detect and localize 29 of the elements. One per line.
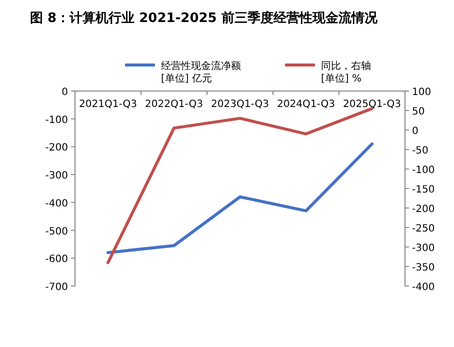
y-tick-label: -500 bbox=[45, 226, 68, 238]
line-series bbox=[106, 107, 374, 264]
y2-tick-label: -100 bbox=[412, 165, 435, 176]
legend-label: 同比，右轴 [单位] % bbox=[321, 60, 371, 84]
legend-label: 经营性现金流净额 [单位] 亿元 bbox=[161, 60, 241, 84]
y2-tick-label: 50 bbox=[412, 106, 425, 118]
y-tick-label: -100 bbox=[45, 114, 68, 126]
x-tick-label: 2023Q1-Q3 bbox=[211, 99, 269, 110]
line-series bbox=[106, 142, 374, 254]
chart-title: 图 8：计算机行业 2021-2025 前三季度经营性现金流情况 bbox=[30, 10, 378, 26]
y-tick-label: -600 bbox=[45, 254, 68, 266]
y-tick-label: -200 bbox=[45, 142, 68, 154]
y-tick-label: -700 bbox=[45, 282, 68, 293]
y2-tick-label: 100 bbox=[412, 87, 432, 98]
x-tick-label: 2024Q1-Q3 bbox=[277, 99, 335, 110]
y-tick-label: -400 bbox=[45, 198, 68, 210]
y2-tick-label: -200 bbox=[412, 204, 435, 215]
y2-tick-label: -150 bbox=[412, 184, 435, 196]
y2-tick-label: -300 bbox=[412, 243, 435, 254]
y2-tick-label: 0 bbox=[412, 126, 418, 137]
y-tick-label: 0 bbox=[62, 87, 68, 98]
x-tick-label: 2022Q1-Q3 bbox=[145, 99, 203, 110]
y2-tick-label: -400 bbox=[412, 282, 435, 293]
y2-tick-label: -350 bbox=[412, 262, 435, 274]
y-tick-label: -300 bbox=[45, 170, 68, 182]
x-tick-label: 2021Q1-Q3 bbox=[79, 99, 137, 110]
x-tick-label: 2025Q1-Q3 bbox=[343, 99, 401, 110]
y2-tick-label: -50 bbox=[412, 146, 428, 156]
y2-tick-label: -250 bbox=[412, 224, 435, 234]
